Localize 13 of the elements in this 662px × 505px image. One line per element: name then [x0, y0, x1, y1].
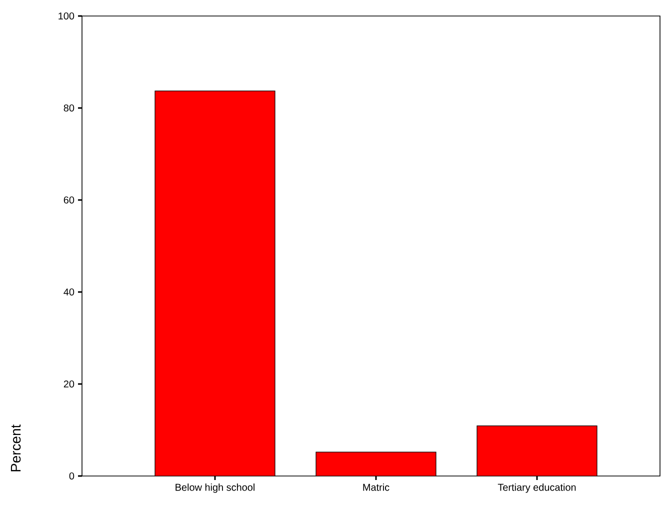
y-tick-label: 40 [64, 288, 74, 296]
x-tick-label: Matric [363, 484, 390, 491]
x-tick-label: Tertiary education [498, 484, 576, 493]
y-axis-title: Percent [10, 424, 21, 472]
bar [476, 426, 598, 476]
bar [154, 90, 276, 476]
y-tick-label: 80 [64, 104, 74, 112]
y-tick-label: 60 [64, 196, 74, 204]
y-tick-label: 0 [69, 472, 74, 480]
y-tick-label: 100 [58, 12, 74, 20]
bar [316, 452, 436, 476]
y-tick-label: 20 [64, 380, 74, 388]
x-tick-label: Below high school [176, 484, 254, 493]
